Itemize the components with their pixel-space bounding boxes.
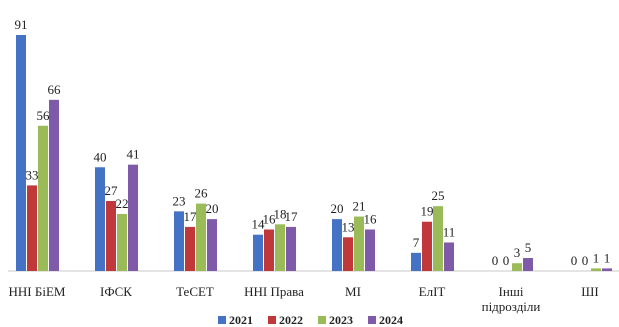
value-label-2022-2: 17 [184, 209, 198, 224]
category-label-1: ІФСК [100, 284, 132, 299]
bar-2023-1 [117, 214, 127, 271]
bar-2022-3 [264, 230, 274, 271]
bar-2024-1 [128, 165, 138, 271]
value-label-2021-5: 7 [413, 235, 420, 250]
value-label-2022-5: 19 [421, 204, 434, 219]
value-label-2022-0: 33 [26, 167, 39, 182]
category-label-7: ШІ [581, 284, 598, 299]
bar-2023-7 [591, 268, 601, 271]
bar-2024-2 [207, 219, 217, 271]
value-label-2021-0: 91 [15, 17, 28, 32]
bar-2024-0 [49, 100, 59, 271]
legend-swatch-2024 [368, 316, 376, 324]
category-label-0: ННІ БіЕМ [9, 284, 66, 299]
bar-2024-3 [286, 227, 296, 271]
value-label-2021-2: 23 [173, 193, 186, 208]
legend-label-2022: 2022 [279, 313, 303, 327]
legend-swatch-2021 [218, 316, 226, 324]
category-label-4: МІ [345, 284, 361, 299]
legend-label-2021: 2021 [229, 313, 253, 327]
bar-2023-2 [196, 204, 206, 271]
value-label-2022-4: 13 [342, 219, 355, 234]
bar-2022-4 [343, 237, 353, 271]
value-label-2024-3: 17 [285, 209, 299, 224]
bar-2024-7 [602, 268, 612, 271]
category-label-2: ТеСЕТ [176, 284, 214, 299]
bar-2023-3 [275, 224, 285, 271]
category-label-6: Інші [499, 284, 524, 299]
value-label-2024-7: 1 [604, 250, 611, 265]
value-label-2024-2: 20 [206, 201, 219, 216]
value-label-2021-1: 40 [94, 149, 107, 164]
value-label-2023-6: 3 [514, 245, 521, 260]
value-label-2021-4: 20 [331, 201, 344, 216]
value-label-2024-0: 66 [48, 82, 62, 97]
value-label-2022-7: 0 [582, 253, 589, 268]
category-label-3: ННІ Права [244, 284, 304, 299]
value-label-2022-6: 0 [503, 253, 510, 268]
value-label-2024-1: 41 [127, 147, 140, 162]
legend-swatch-2023 [318, 316, 326, 324]
value-label-2024-6: 5 [525, 240, 532, 255]
bar-2022-1 [106, 201, 116, 271]
bar-2022-5 [422, 222, 432, 271]
value-label-2021-6: 0 [492, 253, 499, 268]
value-label-2023-5: 25 [432, 188, 445, 203]
category-labels-layer: ННІ БіЕМ ІФСК ТеСЕТ ННІ Права МІ ЕлІТ Іншіпідр… [9, 284, 599, 314]
value-label-2023-7: 1 [593, 250, 600, 265]
value-label-2023-2: 26 [195, 186, 209, 201]
bar-2021-1 [95, 167, 105, 271]
bar-2023-0 [38, 126, 48, 271]
bar-2024-6 [523, 258, 533, 271]
legend-swatch-2022 [268, 316, 276, 324]
bar-2024-5 [444, 242, 454, 271]
value-label-2023-1: 22 [116, 196, 129, 211]
bar-2021-3 [253, 235, 263, 271]
bar-2022-0 [27, 185, 37, 271]
bar-2024-4 [365, 230, 375, 271]
category-label-5: ЕлІТ [419, 284, 446, 299]
legend-label-2023: 2023 [329, 313, 353, 327]
bar-2021-2 [174, 211, 184, 271]
bar-2023-5 [433, 206, 443, 271]
legend-label-2024: 2024 [379, 313, 403, 327]
bar-2023-6 [512, 263, 522, 271]
value-label-2023-0: 56 [37, 108, 51, 123]
value-label-2024-4: 16 [364, 212, 378, 227]
bar-2021-0 [16, 35, 26, 271]
bar-2021-5 [411, 253, 421, 271]
bar-2021-4 [332, 219, 342, 271]
bar-2022-2 [185, 227, 195, 271]
value-label-2021-7: 0 [571, 253, 578, 268]
bar-2023-4 [354, 217, 364, 271]
category-label-6: підрозділи [482, 299, 541, 314]
legend: 2021 2022 2023 2024 [218, 313, 403, 327]
value-label-2024-5: 11 [443, 224, 456, 239]
